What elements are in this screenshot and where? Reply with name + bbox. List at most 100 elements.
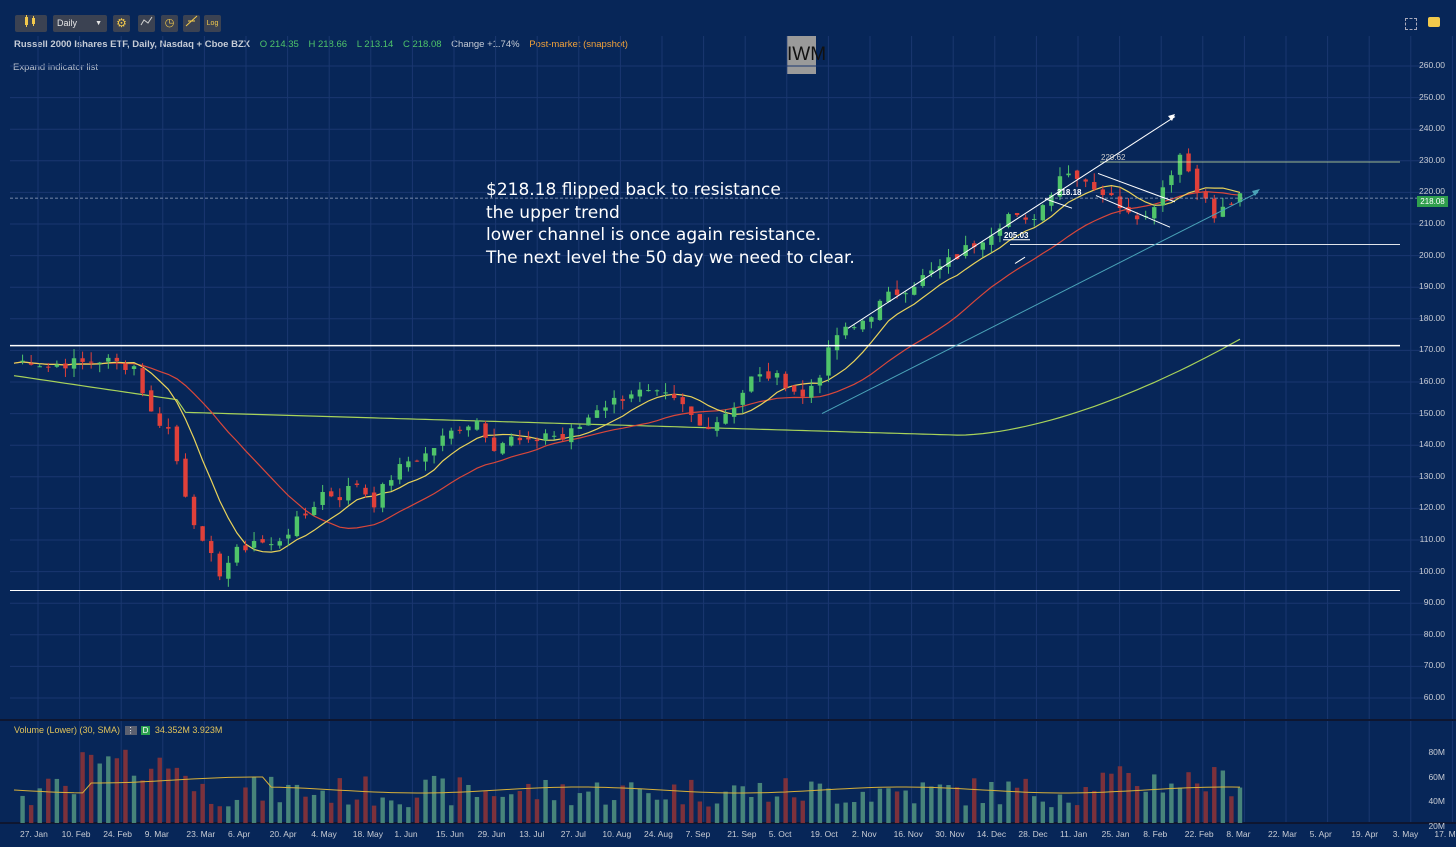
- candle-body: [1177, 154, 1183, 175]
- price-tick-label: 220.00: [1419, 186, 1445, 197]
- lower-trend-line: [821, 191, 1259, 415]
- volume-bar: [877, 788, 883, 823]
- volume-value-1: 34.352M: [154, 725, 190, 735]
- toolbar: Daily ▼ ⚙ ◷ Log: [0, 0, 1456, 36]
- candle-body: [363, 487, 368, 495]
- candle-body: [860, 320, 865, 330]
- candle-body: [346, 485, 351, 501]
- candle-body: [251, 541, 257, 548]
- volume-bar: [114, 758, 120, 823]
- candle-body: [817, 377, 823, 386]
- candle-body: [457, 429, 463, 431]
- time-tick-label: 24. Aug: [644, 829, 673, 839]
- volume-bar: [646, 793, 651, 823]
- candle-body: [269, 544, 274, 546]
- volume-bar: [654, 799, 660, 823]
- candle-body: [483, 423, 488, 438]
- flag-line: [1095, 195, 1171, 228]
- volume-bar: [20, 795, 25, 823]
- volume-bar: [560, 784, 565, 823]
- sma-200-line: [13, 338, 1241, 436]
- time-tick-label: 19. Apr: [1351, 829, 1379, 839]
- volume-bar: [148, 768, 154, 823]
- time-tick-label: 10. Feb: [61, 829, 91, 839]
- candle-body: [809, 385, 814, 398]
- volume-bar: [791, 797, 797, 823]
- volume-bar: [697, 801, 703, 823]
- candle-body: [1117, 196, 1123, 209]
- log-scale-button[interactable]: Log: [204, 15, 221, 32]
- candle-body: [946, 257, 951, 267]
- candle-body: [663, 392, 668, 394]
- time-tick-label: 29. Jun: [477, 829, 506, 839]
- candle-body: [1152, 207, 1157, 219]
- candle-body: [1049, 194, 1054, 206]
- volume-settings-badge[interactable]: ⋮: [124, 726, 137, 735]
- volume-bar: [834, 803, 840, 823]
- volume-bar: [577, 793, 583, 823]
- volume-bar: [757, 782, 763, 823]
- candle-body: [903, 293, 908, 295]
- candle-body: [46, 366, 51, 368]
- volume-bar: [586, 791, 591, 823]
- candle-body: [894, 289, 900, 295]
- time-tick-label: 6. Apr: [228, 829, 251, 839]
- chart-type-button[interactable]: [15, 15, 47, 32]
- interval-select[interactable]: Daily ▼: [53, 15, 107, 32]
- volume-bar: [234, 799, 240, 823]
- volume-bar: [1092, 790, 1097, 823]
- volume-bar: [88, 754, 94, 823]
- drawing-tools-button[interactable]: [183, 15, 200, 32]
- time-tick-label: 16. Nov: [893, 829, 923, 839]
- studies-button[interactable]: [138, 15, 155, 32]
- candle-body: [449, 430, 454, 439]
- volume-bar: [920, 782, 925, 823]
- candle-body: [766, 371, 771, 379]
- candle-body: [1237, 193, 1243, 203]
- volume-bar: [1117, 766, 1123, 823]
- volume-bar: [363, 776, 368, 823]
- time-tick-label: 13. Jul: [519, 829, 545, 839]
- volume-bar: [997, 804, 1003, 823]
- candle-body: [63, 363, 68, 369]
- volume-bar: [869, 801, 874, 823]
- fullscreen-icon[interactable]: [1405, 18, 1417, 30]
- volume-bar: [337, 778, 342, 823]
- volume-bar: [208, 803, 214, 823]
- time-tick-label: 7. Sep: [685, 829, 711, 839]
- candle-body: [594, 410, 600, 418]
- candle-body: [526, 437, 531, 440]
- sma-20-line: [13, 184, 1241, 553]
- candle-body: [1220, 206, 1226, 217]
- expand-indicator-list-link[interactable]: Expand indicator list: [13, 62, 99, 73]
- candle-body: [440, 435, 445, 446]
- camera-icon[interactable]: [1428, 17, 1440, 27]
- volume-bar: [886, 788, 891, 823]
- time-tick-label: 3. May: [1392, 829, 1419, 839]
- volume-bar: [1194, 783, 1200, 823]
- candle-body: [706, 426, 711, 430]
- settings-button[interactable]: ⚙: [113, 15, 130, 32]
- time-button[interactable]: ◷: [161, 15, 178, 32]
- gear-icon: ⚙: [116, 16, 127, 30]
- flag-line: [1097, 172, 1176, 203]
- price-tick-label: 140.00: [1419, 439, 1445, 450]
- volume-bar: [706, 806, 711, 823]
- volume-bar: [440, 778, 445, 823]
- candle-body: [1203, 191, 1208, 199]
- volume-bar: [629, 782, 634, 823]
- volume-bar: [294, 784, 300, 823]
- volume-value-2: 3.923M: [192, 725, 223, 735]
- candle-body: [1134, 215, 1140, 220]
- price-tick-label: 150.00: [1419, 407, 1445, 418]
- candle-body: [843, 326, 848, 336]
- volume-d-badge[interactable]: D: [140, 726, 151, 735]
- candle-body: [277, 541, 282, 546]
- candle-body: [586, 417, 591, 426]
- candle-body: [474, 420, 480, 430]
- volume-bar: [817, 783, 823, 823]
- time-tick-label: 15. Jun: [436, 829, 464, 839]
- candle-body: [1014, 212, 1020, 216]
